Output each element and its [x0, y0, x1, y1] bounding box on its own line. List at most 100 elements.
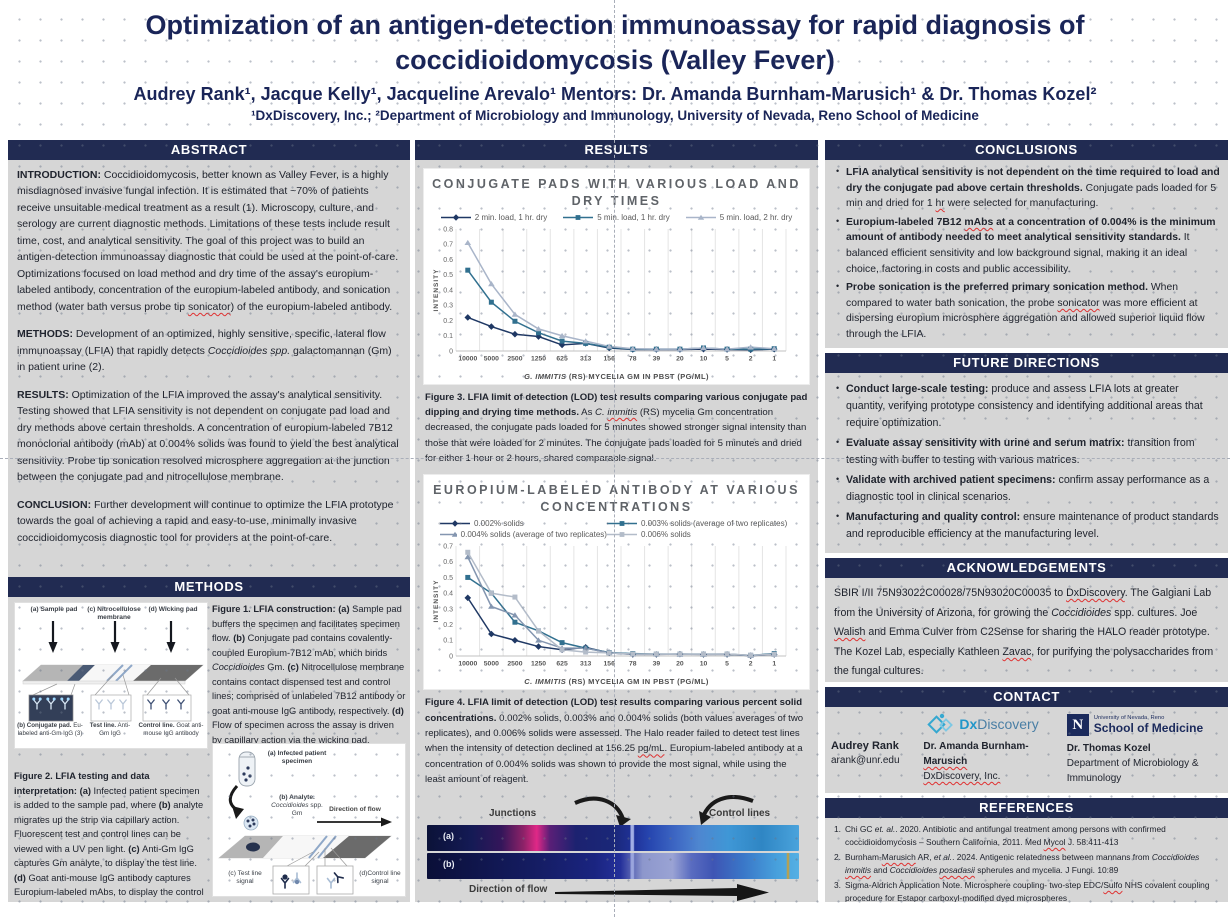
svg-text:0.3: 0.3: [443, 606, 453, 613]
svg-text:1250: 1250: [531, 661, 546, 668]
svg-text:0.6: 0.6: [443, 559, 453, 566]
figure1-strip-drawing: [22, 621, 204, 722]
svg-text:10000: 10000: [458, 355, 477, 362]
abstract-body: INTRODUCTION: Coccidioidomycosis, better…: [8, 160, 410, 577]
figure1-label-test-line: Test line. Anti-Gm IgG: [89, 722, 131, 737]
chart-legend: 2 min. load, 1 hr. dry 5 min. load, 1 hr.…: [430, 213, 803, 222]
uv-annotations: Junctions Control lines: [427, 795, 806, 826]
reference-number: 1.: [834, 824, 841, 834]
future-directions-body: Conduct large-scale testing: produce and…: [825, 373, 1228, 553]
svg-text:5000: 5000: [484, 355, 499, 362]
svg-text:0.5: 0.5: [443, 575, 453, 582]
legend-item: 5 min. load, 2 hr. dry: [685, 213, 792, 222]
svg-text:10: 10: [700, 355, 708, 362]
figure1-label-control-line: Control line. Goat anti-mouse IgG antibo…: [138, 722, 204, 737]
svg-text:5000: 5000: [484, 661, 499, 668]
figure3-caption: Figure 3. LFIA limit of detection (LOD) …: [425, 391, 808, 465]
section-header-contact: CONTACT: [825, 687, 1228, 707]
svg-text:10: 10: [700, 661, 708, 668]
svg-text:313: 313: [580, 355, 592, 362]
uv-annotation-arrows: [574, 795, 754, 826]
figure2-label-infected-specimen: (a) Infected patient specimen: [267, 750, 327, 766]
reference-number: 2.: [834, 852, 841, 863]
results-column: RESULTS CONJUGATE PADS WITH VARIOUS LOAD…: [415, 140, 818, 902]
contact-presenter: Audrey Rank arank@unr.edu: [831, 712, 923, 789]
uv-strip-water-bath: (a): [427, 825, 799, 852]
uv-strip-probe-tip: (b): [427, 853, 799, 880]
legend-item: 5 min. load, 1 hr. dry: [563, 213, 670, 222]
figure2-label-test-line-signal: (c) Test line signal: [228, 870, 262, 886]
uv-flow-arrow: [555, 884, 769, 902]
svg-text:0.2: 0.2: [443, 622, 453, 629]
section-header-references: REFERENCES: [825, 798, 1228, 818]
svg-text:2: 2: [749, 661, 753, 668]
figure2-label-control-line-signal: (d)Control line signal: [359, 870, 401, 886]
svg-text:0.1: 0.1: [443, 333, 453, 340]
svg-text:625: 625: [556, 661, 568, 668]
poster-authors: Audrey Rank¹, Jacque Kelly¹, Jacqueline …: [133, 84, 1097, 104]
conclusion-item: LFIA analytical sensitivity is not depen…: [833, 165, 1220, 212]
legend-item: 0.003% solids (average of two replicates…: [606, 519, 803, 528]
section-header-methods: METHODS: [8, 577, 410, 597]
chart-legend: 0.002% solids 0.003% solids (average of t…: [430, 519, 803, 539]
section-header-future-directions: FUTURE DIRECTIONS: [825, 353, 1228, 373]
svg-text:INTENSITY: INTENSITY: [433, 580, 440, 623]
contact-mentor2-org: Department of Microbiology & Immunology: [1066, 758, 1199, 784]
svg-text:0: 0: [449, 654, 453, 661]
reference-text: Burnham-Marusich AR, et al.. 2024. Antig…: [845, 852, 1200, 876]
chart-x-axis-label: C. IMMITIS (RS) MYCELIA GM IN PBST (PG/M…: [524, 677, 709, 687]
svg-text:0.4: 0.4: [443, 591, 453, 598]
abstract-methods: METHODS: Development of an optimized, hi…: [17, 328, 392, 374]
conclusion-item: Europium-labeled 7B12 mAbs at a concentr…: [833, 215, 1220, 277]
chart-plot: 0 0.1 0.2 0.3 0.4 0.5 0.6 0.7 10000 5000 2500 1250 6…: [433, 544, 787, 668]
acknowledgements-text: SBIR I/II 75N93022C00028/75N93020C00035 …: [834, 587, 1214, 678]
uv-strips-photo: (a) (b): [427, 825, 799, 880]
methods-body: (a) Sample pad (c) Nitrocellulose membra…: [8, 597, 410, 902]
reference-item: 3. Sigma-Aldrich Application Note. Micro…: [829, 879, 1222, 902]
svg-text:0.7: 0.7: [443, 241, 453, 248]
reference-item: 1. Chi GC et. al.. 2020. Antibiotic and …: [829, 823, 1222, 849]
figure1-label-nitrocellulose: (c) Nitrocellulose membrane: [87, 606, 141, 622]
svg-text:0.5: 0.5: [443, 272, 453, 279]
svg-text:2500: 2500: [507, 355, 522, 362]
acknowledgements-body: SBIR I/II 75N93022C00028/75N93020C00035 …: [825, 578, 1228, 682]
svg-text:0.3: 0.3: [443, 302, 453, 309]
poster-affiliations: ¹DxDiscovery, Inc.; ²Department of Micro…: [251, 108, 979, 123]
figure1-label-conjugate-pad: (b) Conjugate pad. Eu-labeled anti-Gm Ig…: [17, 722, 83, 737]
contact-mentor1-org: DxDiscovery, Inc.: [923, 771, 1001, 782]
svg-text:5: 5: [725, 355, 729, 362]
svg-text:20: 20: [676, 355, 684, 362]
chart-antibody-concentrations: EUROPIUM-LABELED ANTIBODY AT VARIOUS CON…: [423, 474, 810, 691]
dxdiscovery-logo-discovery: Discovery: [977, 716, 1039, 732]
chart-title: CONJUGATE PADS WITH VARIOUS LOAD AND DRY…: [432, 177, 801, 208]
reference-text: Chi GC et. al.. 2020. Antibiotic and ant…: [845, 824, 1166, 848]
section-header-acknowledgements: ACKNOWLEDGEMENTS: [825, 558, 1228, 578]
svg-text:0.7: 0.7: [443, 544, 453, 551]
legend-item: 2 min. load, 1 hr. dry: [440, 213, 547, 222]
contact-mentor1-block: Dx Discovery Dr. Amanda Burnham-Marusich …: [923, 712, 1066, 789]
chart-x-axis-label: G. IMMITIS (RS) MYCELIA GM IN PBST (PG/M…: [524, 371, 709, 381]
svg-text:20: 20: [676, 661, 684, 668]
references-body: 1. Chi GC et. al.. 2020. Antibiotic and …: [825, 818, 1228, 902]
svg-text:0.8: 0.8: [443, 226, 453, 233]
contact-mentor1-name: Dr. Amanda Burnham-Marusich: [923, 741, 1029, 767]
svg-text:78: 78: [629, 355, 637, 362]
dxdiscovery-logo: Dx Discovery: [923, 712, 1066, 736]
svg-text:313: 313: [580, 661, 592, 668]
reference-item: 2. Burnham-Marusich AR, et al.. 2024. An…: [829, 851, 1222, 877]
figure2-label-direction-of-flow: Direction of flow: [329, 806, 381, 813]
section-header-abstract: ABSTRACT: [8, 140, 410, 160]
svg-text:2: 2: [749, 355, 753, 362]
reference-text: Sigma-Aldrich Application Note. Microsph…: [845, 880, 1210, 902]
svg-text:10000: 10000: [458, 661, 477, 668]
svg-text:INTENSITY: INTENSITY: [433, 268, 440, 311]
uv-label-direction-of-flow: Direction of flow: [469, 884, 548, 896]
svg-text:1: 1: [772, 355, 776, 362]
abstract-introduction: INTRODUCTION: Coccidioidomycosis, better…: [17, 169, 399, 313]
svg-text:5: 5: [725, 661, 729, 668]
figure4-caption: Figure 4. LFIA limit of detection (LOD) …: [425, 697, 804, 785]
reference-number: 3.: [834, 880, 841, 891]
svg-text:156: 156: [604, 661, 616, 668]
